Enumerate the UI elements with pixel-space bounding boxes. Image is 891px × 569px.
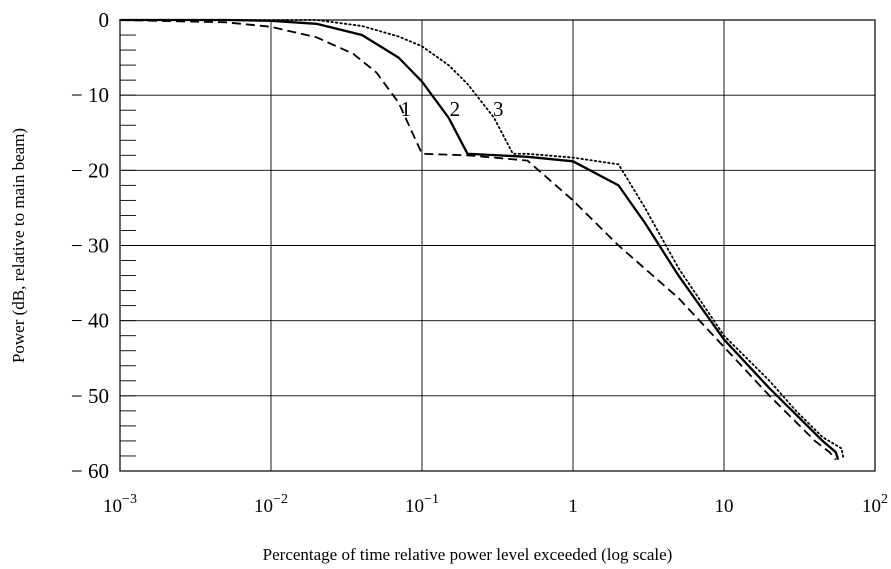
- series-line-1: [119, 19, 837, 461]
- x-tick-label: 10−2: [254, 492, 288, 517]
- y-axis-label: Power (dB, relative to main beam): [9, 128, 28, 363]
- series-label-1: 1: [400, 97, 411, 121]
- y-tick-label: − 10: [71, 83, 109, 107]
- y-tick-label: − 50: [71, 384, 109, 408]
- series-labels: 1 2 3: [400, 97, 503, 121]
- x-tick-label: 10−3: [103, 492, 137, 517]
- x-tick-labels: 10−3 10−2 10−1 1 10 102: [103, 492, 888, 517]
- y-tick-label: − 60: [71, 459, 109, 483]
- series-line-2: [120, 18, 840, 461]
- minor-ticks: [120, 19, 136, 472]
- series-label-2: 2: [450, 97, 461, 121]
- series-label-3: 3: [493, 97, 504, 121]
- series-line-3: [119, 19, 845, 461]
- x-axis-label: Percentage of time relative power level …: [263, 545, 673, 564]
- y-tick-label: − 20: [71, 158, 109, 182]
- series-lines: [119, 18, 845, 461]
- x-tick-label: 10: [715, 496, 734, 517]
- y-tick-label: − 40: [71, 309, 109, 333]
- x-tick-label: 1: [568, 496, 578, 517]
- grid: [120, 20, 875, 471]
- y-tick-label: − 30: [71, 234, 109, 258]
- x-tick-label: 10−1: [405, 492, 439, 517]
- plot-frame: [119, 19, 876, 472]
- y-tick-labels: 0 − 10 − 20 − 30 − 40 − 50 − 60: [71, 8, 109, 483]
- x-tick-label: 102: [862, 492, 888, 517]
- y-tick-label: 0: [99, 8, 110, 32]
